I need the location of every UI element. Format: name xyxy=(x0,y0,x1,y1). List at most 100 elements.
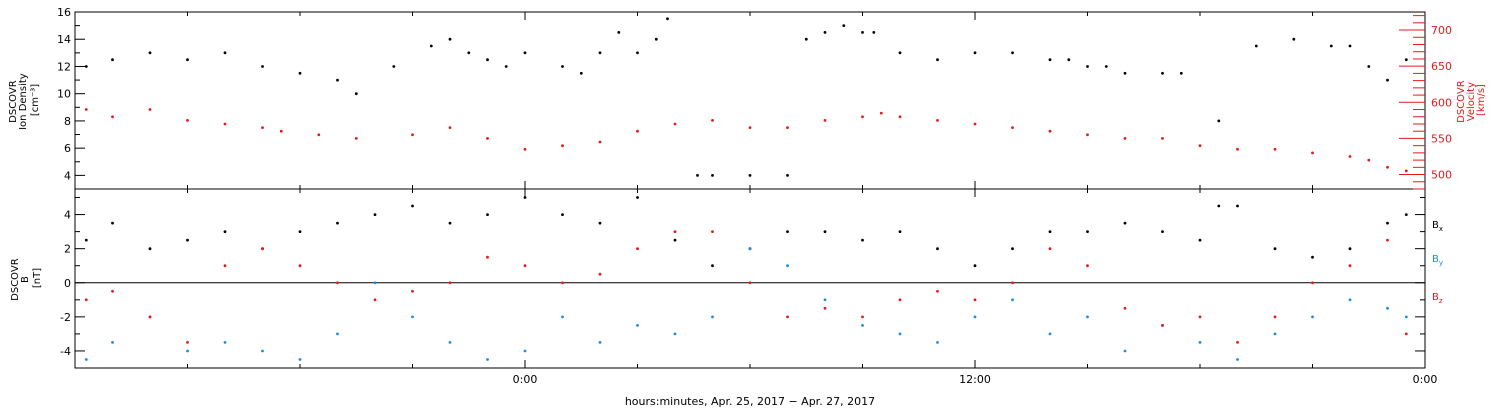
by-point xyxy=(1348,298,1352,302)
y-tick-label-magnetic: 2 xyxy=(64,243,71,256)
velocity-title-line3: [km/s] xyxy=(1476,84,1487,116)
velocity-point xyxy=(1161,137,1164,140)
velocity-point xyxy=(84,108,88,111)
velocity-point xyxy=(1236,147,1239,151)
bx-point xyxy=(1404,213,1408,217)
legend-bz-sub: z xyxy=(1439,297,1443,305)
bx-point xyxy=(1011,247,1014,251)
ion-density-point xyxy=(561,65,564,68)
velocity-point xyxy=(448,126,452,129)
bz-point xyxy=(523,264,527,268)
bz-point xyxy=(1048,247,1052,251)
ion-density-point xyxy=(392,65,396,68)
bx-point xyxy=(1217,204,1221,208)
bz-point xyxy=(1161,324,1164,327)
velocity-point xyxy=(598,140,602,144)
velocity-point xyxy=(486,137,489,140)
y-tick-label-ion-density: 8 xyxy=(64,115,71,128)
bz-point xyxy=(298,264,302,268)
by-point xyxy=(748,247,752,251)
by-point xyxy=(1404,315,1408,319)
by-point xyxy=(1048,332,1052,336)
bx-point xyxy=(786,230,789,234)
bz-point xyxy=(1236,341,1239,344)
legend-by-sub: y xyxy=(1439,259,1443,267)
bx-point xyxy=(636,196,639,199)
x-tick-label-1: 12:00 xyxy=(959,373,991,386)
ion-density-axis-title: DSCOVR Ion Density [cm⁻³] xyxy=(8,70,41,130)
bx-point xyxy=(1048,230,1052,234)
by-point xyxy=(1311,315,1314,319)
velocity-point xyxy=(861,115,864,119)
bx-point xyxy=(1198,238,1202,242)
ion-density-point xyxy=(936,58,939,62)
velocity-point xyxy=(523,147,527,151)
velocity-point xyxy=(973,122,977,126)
velocity-point xyxy=(223,122,227,126)
velocity-title-line2: Velocity xyxy=(1466,82,1477,121)
velocity-point xyxy=(1404,169,1408,173)
velocity-point xyxy=(186,119,189,122)
ion-density-point xyxy=(1161,71,1164,75)
y-tick-label-velocity: 500 xyxy=(1431,169,1452,182)
ion-density-point xyxy=(1217,119,1221,123)
ion-density-point xyxy=(148,51,152,55)
bz-point xyxy=(1123,306,1127,310)
ion-density-point xyxy=(1179,71,1183,75)
bx-point xyxy=(973,264,977,268)
by-point xyxy=(523,349,527,353)
legend-bx-sub: x xyxy=(1439,225,1443,233)
ion-density-point xyxy=(261,65,264,68)
bx-point xyxy=(186,238,189,242)
bz-point xyxy=(1404,332,1408,336)
bz-point xyxy=(373,298,377,302)
y-tick-label-velocity: 550 xyxy=(1431,132,1452,145)
bz-point xyxy=(748,281,752,285)
magnetic-title-line2: B xyxy=(20,276,31,283)
bx-point xyxy=(1161,230,1164,234)
ion-density-point xyxy=(598,51,602,55)
y-tick-label-magnetic: -4 xyxy=(60,345,71,358)
by-point xyxy=(111,341,114,344)
by-point xyxy=(898,332,902,336)
bx-point xyxy=(486,213,489,217)
legend-by: By xyxy=(1432,254,1443,267)
y-tick-label-magnetic: -2 xyxy=(60,311,71,324)
bz-point xyxy=(861,315,864,319)
ion-density-point xyxy=(636,51,639,55)
velocity-axis-title: DSCOVR Velocity [km/s] xyxy=(1456,77,1487,123)
velocity-point xyxy=(879,111,883,115)
velocity-point xyxy=(936,119,939,122)
bz-point xyxy=(148,315,152,319)
bz-point xyxy=(411,289,414,293)
legend-bx: Bx xyxy=(1432,220,1443,233)
ion-density-point xyxy=(823,31,827,34)
ion-density-point xyxy=(748,174,752,177)
ion-density-point xyxy=(1086,65,1089,68)
bz-point xyxy=(1273,315,1277,319)
by-point xyxy=(1086,315,1089,319)
bx-point xyxy=(448,221,452,225)
bz-point xyxy=(261,247,264,251)
ion-density-point xyxy=(842,24,846,27)
bz-point xyxy=(898,298,902,302)
ion-density-point xyxy=(654,37,658,41)
bz-point xyxy=(111,289,114,293)
velocity-point xyxy=(354,137,358,140)
bz-point xyxy=(598,272,602,276)
bx-point xyxy=(673,238,677,242)
velocity-point xyxy=(1311,151,1314,155)
ion-density-point xyxy=(1254,44,1258,48)
velocity-point xyxy=(786,126,789,129)
y-tick-label-magnetic: 4 xyxy=(64,209,71,222)
by-point xyxy=(673,332,677,336)
velocity-point xyxy=(148,108,152,111)
ion-density-point xyxy=(1329,44,1333,48)
bz-point xyxy=(186,341,189,344)
ion-density-point xyxy=(786,174,789,177)
y-tick-label-ion-density: 10 xyxy=(57,88,71,101)
y-tick-label-velocity: 700 xyxy=(1431,24,1452,37)
by-point xyxy=(336,332,339,336)
bz-point xyxy=(1348,264,1352,268)
x-axis-title: hours:minutes, Apr. 25, 2017 − Apr. 27, … xyxy=(625,395,875,408)
